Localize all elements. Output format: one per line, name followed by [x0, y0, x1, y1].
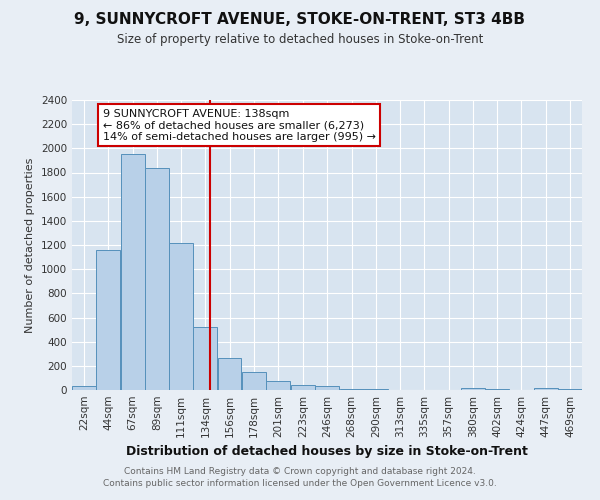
Bar	[72, 386, 95, 390]
Bar	[96, 250, 120, 390]
Bar	[461, 388, 485, 390]
Text: 9, SUNNYCROFT AVENUE, STOKE-ON-TRENT, ST3 4BB: 9, SUNNYCROFT AVENUE, STOKE-ON-TRENT, ST…	[74, 12, 526, 28]
Bar	[121, 154, 145, 390]
Bar	[534, 388, 558, 390]
Bar	[315, 386, 339, 390]
Y-axis label: Number of detached properties: Number of detached properties	[25, 158, 35, 332]
Text: Contains HM Land Registry data © Crown copyright and database right 2024.
Contai: Contains HM Land Registry data © Crown c…	[103, 466, 497, 487]
Bar	[340, 389, 364, 390]
Text: 9 SUNNYCROFT AVENUE: 138sqm
← 86% of detached houses are smaller (6,273)
14% of : 9 SUNNYCROFT AVENUE: 138sqm ← 86% of det…	[103, 108, 376, 142]
Text: Size of property relative to detached houses in Stoke-on-Trent: Size of property relative to detached ho…	[117, 32, 483, 46]
X-axis label: Distribution of detached houses by size in Stoke-on-Trent: Distribution of detached houses by size …	[126, 446, 528, 458]
Bar	[218, 358, 241, 390]
Bar	[291, 384, 315, 390]
Bar	[169, 242, 193, 390]
Bar	[242, 372, 266, 390]
Bar	[266, 380, 290, 390]
Bar	[193, 327, 217, 390]
Bar	[145, 168, 169, 390]
